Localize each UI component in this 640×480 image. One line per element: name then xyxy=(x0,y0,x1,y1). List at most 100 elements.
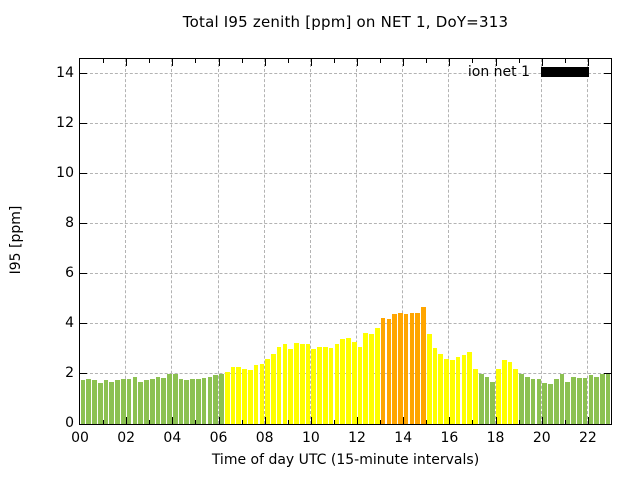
bar-12:30 xyxy=(369,334,374,424)
x-tick-minor-bottom xyxy=(241,420,243,424)
x-tick-minor-bottom xyxy=(426,420,428,424)
y-gridline xyxy=(80,173,611,174)
x-tick-minor-top xyxy=(103,59,105,63)
bar-16:45 xyxy=(467,351,472,424)
x-tick-minor-top xyxy=(426,59,428,63)
x-tick-minor-bottom xyxy=(103,420,105,424)
y-tick-label: 4 xyxy=(65,315,74,331)
y-tick-left xyxy=(80,73,87,74)
x-tick-minor-top xyxy=(518,59,520,63)
bar-04:15 xyxy=(178,379,184,424)
bar-11:45 xyxy=(351,341,357,424)
x-tick-label: 18 xyxy=(486,430,505,446)
bar-17:15 xyxy=(478,374,484,424)
bar-14:15 xyxy=(409,312,415,424)
x-tick-major-top xyxy=(264,59,266,66)
x-tick-major-top xyxy=(449,59,451,66)
y-tick-left xyxy=(80,123,87,124)
x-tick-label: 20 xyxy=(532,430,551,446)
x-tick-major-top xyxy=(495,59,497,66)
bar-13:00 xyxy=(380,317,386,424)
bar-11:15 xyxy=(340,339,345,424)
x-gridline xyxy=(309,59,311,424)
x-tick-label: 06 xyxy=(209,430,228,446)
x-axis-label: Time of day UTC (15-minute intervals) xyxy=(211,452,480,468)
x-tick-minor-bottom xyxy=(287,420,289,424)
x-gridline xyxy=(263,59,265,424)
y-tick-label: 6 xyxy=(65,265,74,281)
y-tick-left xyxy=(80,373,87,374)
x-tick-major-bottom xyxy=(587,417,589,424)
y-gridline xyxy=(80,273,611,274)
y-tick-left xyxy=(80,323,87,324)
x-tick-major-bottom xyxy=(403,417,405,424)
x-tick-major-bottom xyxy=(126,417,128,424)
y-gridline xyxy=(80,373,611,374)
bar-22:45 xyxy=(605,374,611,424)
bar-00:45 xyxy=(97,382,103,424)
bar-22:15 xyxy=(594,376,599,424)
x-tick-label: 02 xyxy=(117,430,136,446)
x-gridline xyxy=(448,59,450,424)
y-tick-label: 2 xyxy=(65,365,74,381)
y-axis-label: I95 [ppm] xyxy=(8,205,24,275)
bar-12:00 xyxy=(357,346,363,424)
x-gridline xyxy=(171,59,173,424)
x-tick-major-top xyxy=(541,59,543,66)
bar-02:15 xyxy=(132,376,138,424)
y-tick-right xyxy=(604,173,611,174)
bar-08:30 xyxy=(276,346,282,424)
bar-11:30 xyxy=(346,337,351,424)
bar-06:15 xyxy=(224,371,230,424)
bar-13:30 xyxy=(392,314,397,424)
y-gridline xyxy=(80,323,611,324)
bar-02:45 xyxy=(144,380,149,424)
x-tick-label: 00 xyxy=(71,430,89,446)
bar-03:45 xyxy=(167,374,172,424)
x-tick-label: 14 xyxy=(394,430,413,446)
y-tick-label: 14 xyxy=(56,65,74,81)
bar-04:30 xyxy=(184,380,190,424)
x-tick-major-top xyxy=(172,59,174,66)
x-tick-minor-bottom xyxy=(333,420,335,424)
x-tick-major-top xyxy=(403,59,405,66)
x-tick-minor-bottom xyxy=(518,420,520,424)
y-gridline xyxy=(80,123,611,124)
bar-08:00 xyxy=(265,359,270,424)
bar-03:00 xyxy=(149,379,155,424)
bar-17:30 xyxy=(484,376,490,424)
bar-16:00 xyxy=(449,360,455,424)
bar-15:15 xyxy=(432,347,438,424)
bar-09:30 xyxy=(299,344,305,424)
bar-07:00 xyxy=(242,369,247,424)
x-tick-minor-top xyxy=(380,59,382,63)
x-tick-major-bottom xyxy=(449,417,451,424)
bar-11:00 xyxy=(334,344,340,424)
bar-03:30 xyxy=(161,377,167,424)
y-tick-right xyxy=(604,323,611,324)
x-gridline xyxy=(402,59,404,424)
bar-10:30 xyxy=(323,346,328,424)
x-tick-major-top xyxy=(357,59,359,66)
x-tick-minor-bottom xyxy=(149,420,151,424)
bar-05:15 xyxy=(201,377,207,424)
bar-16:15 xyxy=(455,356,461,424)
y-tick-label: 0 xyxy=(65,415,74,431)
bar-15:30 xyxy=(438,354,444,424)
bar-13:45 xyxy=(398,312,403,424)
x-tick-major-bottom xyxy=(310,417,312,424)
x-tick-label: 22 xyxy=(578,430,597,446)
bar-10:45 xyxy=(328,347,334,424)
bar-19:00 xyxy=(519,374,524,424)
x-tick-major-bottom xyxy=(357,417,359,424)
bar-19:15 xyxy=(525,376,530,424)
x-tick-minor-top xyxy=(287,59,289,63)
legend-swatch xyxy=(541,67,589,77)
bar-19:30 xyxy=(530,379,536,424)
x-tick-minor-top xyxy=(195,59,197,63)
x-gridline xyxy=(125,59,127,424)
bar-02:30 xyxy=(138,381,143,424)
bar-03:15 xyxy=(155,376,161,424)
bar-13:15 xyxy=(386,319,392,424)
